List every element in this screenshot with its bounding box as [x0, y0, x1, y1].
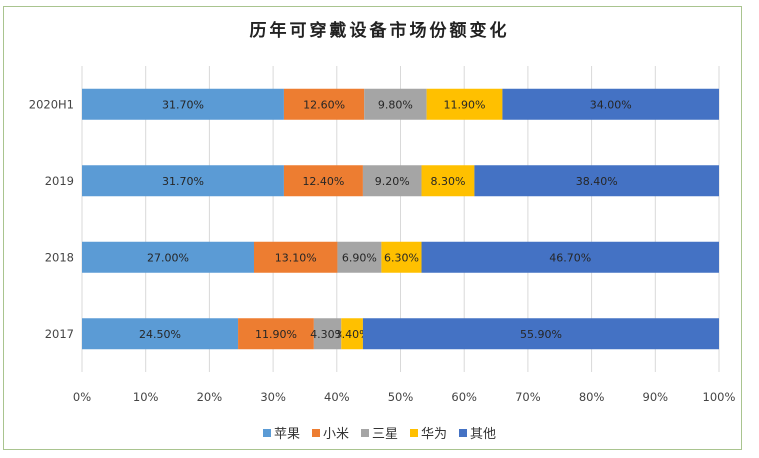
bar-segment	[341, 318, 363, 350]
legend-label: 其他	[470, 427, 497, 442]
data-label: 13.10%	[275, 251, 317, 264]
data-label: 11.90%	[255, 328, 297, 341]
data-label: 12.60%	[303, 98, 345, 111]
x-tick-label: 10%	[133, 390, 159, 404]
x-tick-label: 90%	[643, 390, 669, 404]
bar-segment	[238, 318, 314, 350]
bar-segment	[421, 241, 719, 273]
legend-swatch	[360, 428, 369, 437]
x-tick-label: 0%	[73, 390, 91, 404]
chart-frame	[3, 6, 742, 450]
bar-segment	[82, 318, 239, 350]
bar-segment	[362, 318, 719, 350]
x-tick-label: 70%	[515, 390, 541, 404]
data-label: 4.30%	[310, 328, 345, 341]
y-category-label: 2019	[45, 174, 74, 188]
y-category-label: 2018	[45, 250, 74, 264]
x-tick-label: 50%	[388, 390, 414, 404]
chart-legend: 苹果 小米 三星 华为 其他	[0, 423, 759, 442]
data-label: 6.90%	[342, 251, 377, 264]
data-label: 9.20%	[375, 175, 410, 188]
legend-label: 苹果	[273, 427, 300, 442]
data-label: 55.90%	[520, 328, 562, 341]
bar-segment	[337, 241, 382, 273]
x-tick-label: 30%	[260, 390, 286, 404]
x-tick-label: 20%	[197, 390, 223, 404]
data-label: 11.90%	[444, 98, 486, 111]
data-label: 8.30%	[430, 175, 465, 188]
legend-item: 其他	[459, 423, 496, 442]
data-label: 24.50%	[139, 328, 181, 341]
legend-item: 小米	[311, 423, 349, 442]
legend-swatch	[459, 428, 468, 437]
legend-label: 小米	[322, 427, 349, 442]
x-tick-label: 40%	[324, 390, 350, 404]
legend-swatch	[410, 428, 418, 437]
data-label: 46.70%	[549, 251, 591, 264]
bar-segment	[283, 88, 365, 120]
bar-segment	[313, 318, 342, 350]
bar-segment	[364, 88, 427, 120]
bar-segment	[82, 88, 284, 120]
legend-label: 华为	[421, 427, 448, 442]
data-label: 31.70%	[162, 175, 204, 188]
data-label: 3.40%	[335, 328, 370, 341]
legend-label: 三星	[371, 427, 398, 442]
bar-segment	[426, 88, 503, 120]
bar-segment	[82, 165, 284, 197]
x-tick-label: 80%	[579, 390, 605, 404]
bar-segment	[474, 165, 719, 197]
chart-title: 历年可穿戴设备市场份额变化	[249, 21, 510, 41]
bar-segment	[253, 241, 338, 273]
data-label: 34.00%	[590, 98, 632, 111]
data-label: 27.00%	[147, 251, 189, 264]
data-label: 38.40%	[576, 175, 618, 188]
data-label: 12.40%	[302, 175, 344, 188]
data-label: 31.70%	[162, 98, 204, 111]
bar-segment	[362, 165, 422, 197]
legend-item: 苹果	[262, 423, 300, 442]
y-category-label: 2017	[45, 327, 74, 341]
legend-swatch	[311, 428, 320, 437]
legend-item: 三星	[360, 423, 398, 442]
legend-item: 华为	[410, 423, 447, 442]
x-tick-label: 60%	[451, 390, 477, 404]
bar-segment	[381, 241, 422, 273]
legend-swatch	[262, 428, 271, 437]
x-tick-label: 100%	[703, 390, 736, 404]
bar-segment	[82, 241, 254, 273]
bar-segment	[502, 88, 719, 120]
bar-segment	[421, 165, 475, 197]
bar-segment	[283, 165, 363, 197]
y-category-label: 2020H1	[29, 97, 74, 111]
data-label: 9.80%	[378, 98, 413, 111]
data-label: 6.30%	[384, 251, 419, 264]
